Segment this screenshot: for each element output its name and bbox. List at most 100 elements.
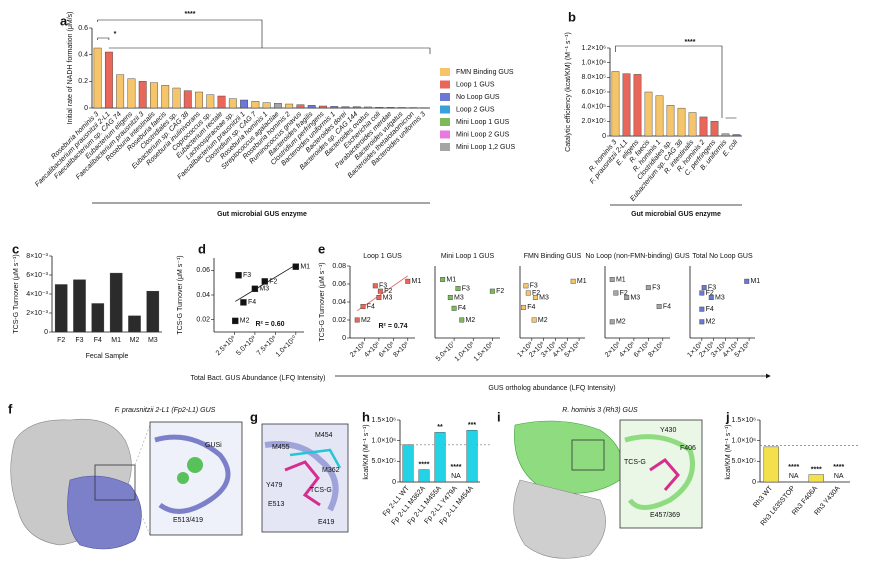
point-label: M1 [750,278,760,285]
legend-label: Mini Loop 1,2 GUS [456,144,515,151]
legend-swatch [440,118,450,126]
point [708,295,714,300]
point [609,319,615,325]
bar [633,74,642,137]
ribbon [264,441,339,512]
legend-swatch [440,68,450,76]
structure-label: TCS-G [310,487,332,494]
point [645,285,651,291]
point [372,283,378,289]
point-label: F4 [706,306,714,313]
point-label: F3 [243,272,251,279]
point-label: F4 [527,304,535,311]
bar [138,81,147,109]
bar-annotation: *** [468,422,476,429]
bar [262,102,271,109]
panel-letter: e [318,241,325,256]
structure-label: Y479 [266,482,282,489]
protein-chain [67,475,142,550]
y-axis-label: kcat/KM (M⁻¹ s⁻¹) [363,424,370,479]
x-axis-label: Total Bact. GUS Abundance (LFQ Intensity… [190,375,325,382]
legend-label: Loop 1 GUS [456,81,495,88]
legend-swatch [440,105,450,114]
panel-letter: i [497,409,501,424]
zoom-box [94,464,136,501]
bar [161,85,170,109]
point [354,317,360,323]
x-tick-label: 2.5×10⁹ [215,335,237,357]
legend-swatch [440,143,450,151]
bar [666,104,675,137]
point-label: F3 [530,283,538,290]
bar [296,104,305,109]
structure-label: E513/419 [173,517,203,524]
x-tick-label: M1 [111,337,121,344]
point-label: F2 [269,278,277,285]
protein-surface [513,479,606,559]
bar [732,134,741,137]
structure-label: GUSi [205,442,222,449]
y-axis-label: TCS-G Turnover (μM s⁻¹) [319,262,326,341]
point [523,283,529,289]
bar [466,430,478,483]
bar [172,87,181,109]
bar [330,106,339,109]
panel-letter: g [250,409,258,424]
panel-letter: c [12,241,19,256]
y-tick-label: 2.0×10⁵ [581,118,606,125]
y-tick-label: 1.5×10⁶ [732,417,757,424]
ligand [649,458,680,491]
point-label: M2 [706,319,716,326]
residue [289,448,342,469]
zoom-box [571,439,605,471]
point-label: M3 [454,294,464,301]
ribbon [154,434,231,514]
bar [228,98,237,109]
bar [93,47,102,109]
chart-title: Mini Loop 1 GUS [441,253,495,260]
x-tick-label: F3 [75,337,83,344]
bar-annotation: **** [811,466,822,473]
value-label: NA [789,473,799,480]
annotation: * [114,31,117,38]
point [240,299,247,306]
annotation: R² = 0.60 [256,321,285,328]
structure-i: i R. hominis 3 (Rh3) GUS Y430 F406 TCS-G… [497,407,703,559]
x-axis-label: Gut microbial GUS enzyme [631,211,721,218]
point-label: F4 [458,305,466,312]
bar [611,71,620,137]
point [699,306,705,312]
bar [352,106,361,109]
x-tick-label: M3 [148,337,158,344]
bar [195,91,203,109]
panel-letter: a [60,13,68,28]
point [376,295,382,300]
bar [418,469,430,483]
y-axis-label: kcat/KM (M⁻¹ s⁻¹) [725,424,732,479]
y-tick-label: 0 [342,335,346,342]
bar [677,107,686,137]
chart-title: No Loop (non-FMN-binding) GUS [585,253,690,260]
y-tick-label: 0.02 [332,317,346,324]
y-tick-label: 0.4 [78,52,88,59]
y-tick-label: 6×10⁻³ [26,272,48,279]
structure-label: M455 [272,444,290,451]
point [405,278,411,284]
point-label: F2 [620,290,628,297]
point [532,295,538,300]
bar [73,279,86,333]
structure-label: M454 [315,432,333,439]
value-label: NA [834,473,844,480]
point-label: M2 [240,318,250,325]
bar [146,290,160,333]
point-label: F4 [663,303,671,310]
bracket [97,37,110,40]
point [455,286,461,291]
x-tick-label: 8×10⁸ [647,341,665,359]
point [251,285,259,293]
legend-label: Mini Loop 1 GUS [456,119,510,126]
structure-label: E419 [318,519,334,526]
y-tick-label: 8×10⁻³ [26,253,48,260]
y-tick-label: 8.0×10⁵ [581,74,606,81]
structure-label: M362 [322,467,340,474]
